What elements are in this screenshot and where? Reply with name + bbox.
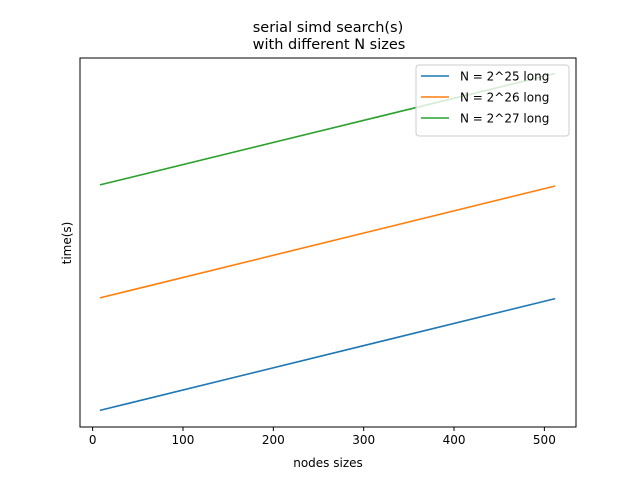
y-axis-label: time(s): [60, 222, 74, 265]
legend-label-1: N = 2^25 long: [460, 70, 549, 84]
legend-box: [415, 64, 570, 137]
x-tick-label: 0: [89, 433, 97, 447]
chart-title: serial simd search(s): [253, 20, 404, 36]
x-tick-label: 500: [533, 433, 556, 447]
x-axis-ticks: 0 100 200 300 400 500: [89, 427, 556, 447]
legend-label-3: N = 2^27 long: [460, 112, 549, 126]
legend: N = 2^25 long N = 2^26 long N = 2^27 long: [415, 64, 570, 137]
chart-subtitle: with different N sizes: [253, 37, 406, 53]
x-axis-label: nodes sizes: [293, 456, 363, 470]
x-tick-label: 100: [172, 433, 195, 447]
x-tick-label: 300: [352, 433, 375, 447]
series-line-1: [99, 297, 556, 412]
x-tick-label: 400: [443, 433, 466, 447]
plot-frame: [79, 57, 577, 428]
legend-label-2: N = 2^26 long: [460, 91, 549, 105]
x-tick-label: 200: [262, 433, 285, 447]
series-line-2: [99, 185, 556, 299]
